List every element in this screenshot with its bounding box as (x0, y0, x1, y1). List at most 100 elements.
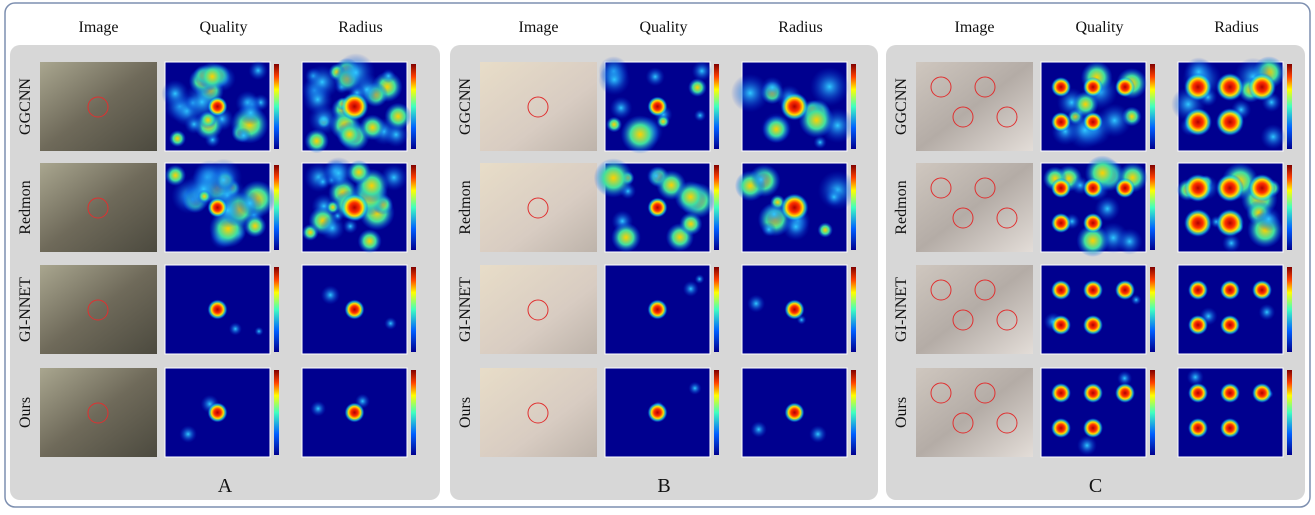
heat-peak (1188, 383, 1208, 403)
heatmap (1040, 61, 1148, 152)
heat-blob (688, 78, 707, 97)
heat-peak (1083, 112, 1103, 132)
target-circle (996, 106, 1018, 128)
heat-peak (1252, 280, 1272, 300)
scene-image (480, 62, 597, 151)
target-circle (930, 76, 952, 98)
heat-peak (1220, 383, 1240, 403)
colorbar (274, 267, 279, 352)
heat-peak (1216, 174, 1244, 202)
heat-blob (384, 102, 412, 130)
heat-blob (813, 135, 827, 149)
heat-peak (1220, 315, 1240, 335)
heat-blob (1072, 91, 1099, 118)
heat-blob (762, 115, 791, 143)
heat-peak (1184, 209, 1212, 237)
heat-peak (1083, 178, 1103, 198)
scene-image (40, 163, 157, 252)
colorbar (274, 64, 279, 149)
heat-peak (207, 197, 228, 218)
heat-blob (694, 274, 705, 284)
row-label: GGCNN (17, 78, 34, 135)
heatmap (301, 53, 412, 154)
heat-peak (340, 92, 369, 121)
target-circle (527, 96, 549, 118)
column-header: Quality (1076, 19, 1124, 36)
heat-peak (1115, 178, 1135, 198)
heat-peak (1188, 315, 1208, 335)
heatmap (730, 61, 856, 152)
heatmap (604, 264, 711, 355)
heat-peak (340, 193, 369, 222)
panel-letter: A (218, 475, 233, 497)
heat-blob (688, 381, 702, 395)
target-circle (952, 309, 974, 331)
panel-letter: B (657, 475, 670, 497)
scene-image (40, 265, 157, 354)
heat-blob (694, 109, 707, 122)
heatmap (604, 367, 711, 458)
scene-image (916, 163, 1033, 252)
target-circle (87, 96, 109, 118)
heat-blob (593, 158, 634, 198)
target-circle (87, 299, 109, 321)
heat-blob (304, 128, 329, 154)
heat-peak (1051, 178, 1071, 198)
heatmap (1040, 367, 1147, 458)
heat-peak (1188, 280, 1208, 300)
heat-peak (1051, 213, 1071, 233)
target-circle (974, 279, 996, 301)
heat-peak (1051, 112, 1071, 132)
heat-peak (1252, 383, 1272, 403)
heatmap (301, 367, 408, 458)
heat-peak (1051, 77, 1071, 97)
heat-blob (164, 164, 187, 187)
heat-blob (761, 222, 777, 237)
row-label: GGCNN (457, 78, 474, 135)
target-circle (996, 207, 1018, 229)
heat-blob (357, 229, 382, 254)
row-label: GI-NNET (893, 277, 910, 342)
heat-blob (248, 60, 268, 81)
colorbar (714, 370, 719, 455)
target-circle (87, 197, 109, 219)
colorbar (851, 165, 856, 250)
target-circle (952, 412, 974, 434)
target-circle (87, 402, 109, 424)
heat-blob (1222, 233, 1241, 253)
heat-blob (656, 115, 670, 128)
heatmap (734, 162, 858, 253)
heatmap (1040, 155, 1148, 257)
row-label: GI-NNET (457, 277, 474, 342)
heat-peak (207, 402, 228, 423)
column-header: Image (955, 19, 995, 36)
row-label: Ours (457, 397, 474, 428)
heat-blob (598, 63, 631, 96)
heat-peak (1051, 280, 1071, 300)
column-header: Image (519, 19, 559, 36)
row-label: Redmon (893, 180, 910, 234)
heat-blob (817, 222, 833, 238)
target-circle (996, 412, 1018, 434)
scene-image (916, 265, 1033, 354)
heat-blob (682, 280, 699, 297)
heat-blob (228, 322, 242, 336)
heat-blob (1117, 370, 1133, 386)
heat-blob (809, 67, 850, 107)
heatmap (1171, 56, 1286, 152)
heat-peak (647, 299, 668, 320)
column-header: Image (79, 19, 119, 36)
scene-image (916, 368, 1033, 457)
colorbar (851, 64, 856, 149)
colorbar (1287, 370, 1292, 455)
heat-peak (1083, 77, 1103, 97)
heatmap (741, 264, 848, 355)
heat-blob (243, 214, 267, 238)
heatmap (598, 56, 712, 154)
heat-blob (342, 218, 358, 234)
colorbar (1287, 267, 1292, 352)
heat-blob (1077, 435, 1097, 456)
heat-peak (1115, 280, 1135, 300)
heat-blob (381, 68, 396, 84)
heat-peak (1051, 418, 1071, 438)
